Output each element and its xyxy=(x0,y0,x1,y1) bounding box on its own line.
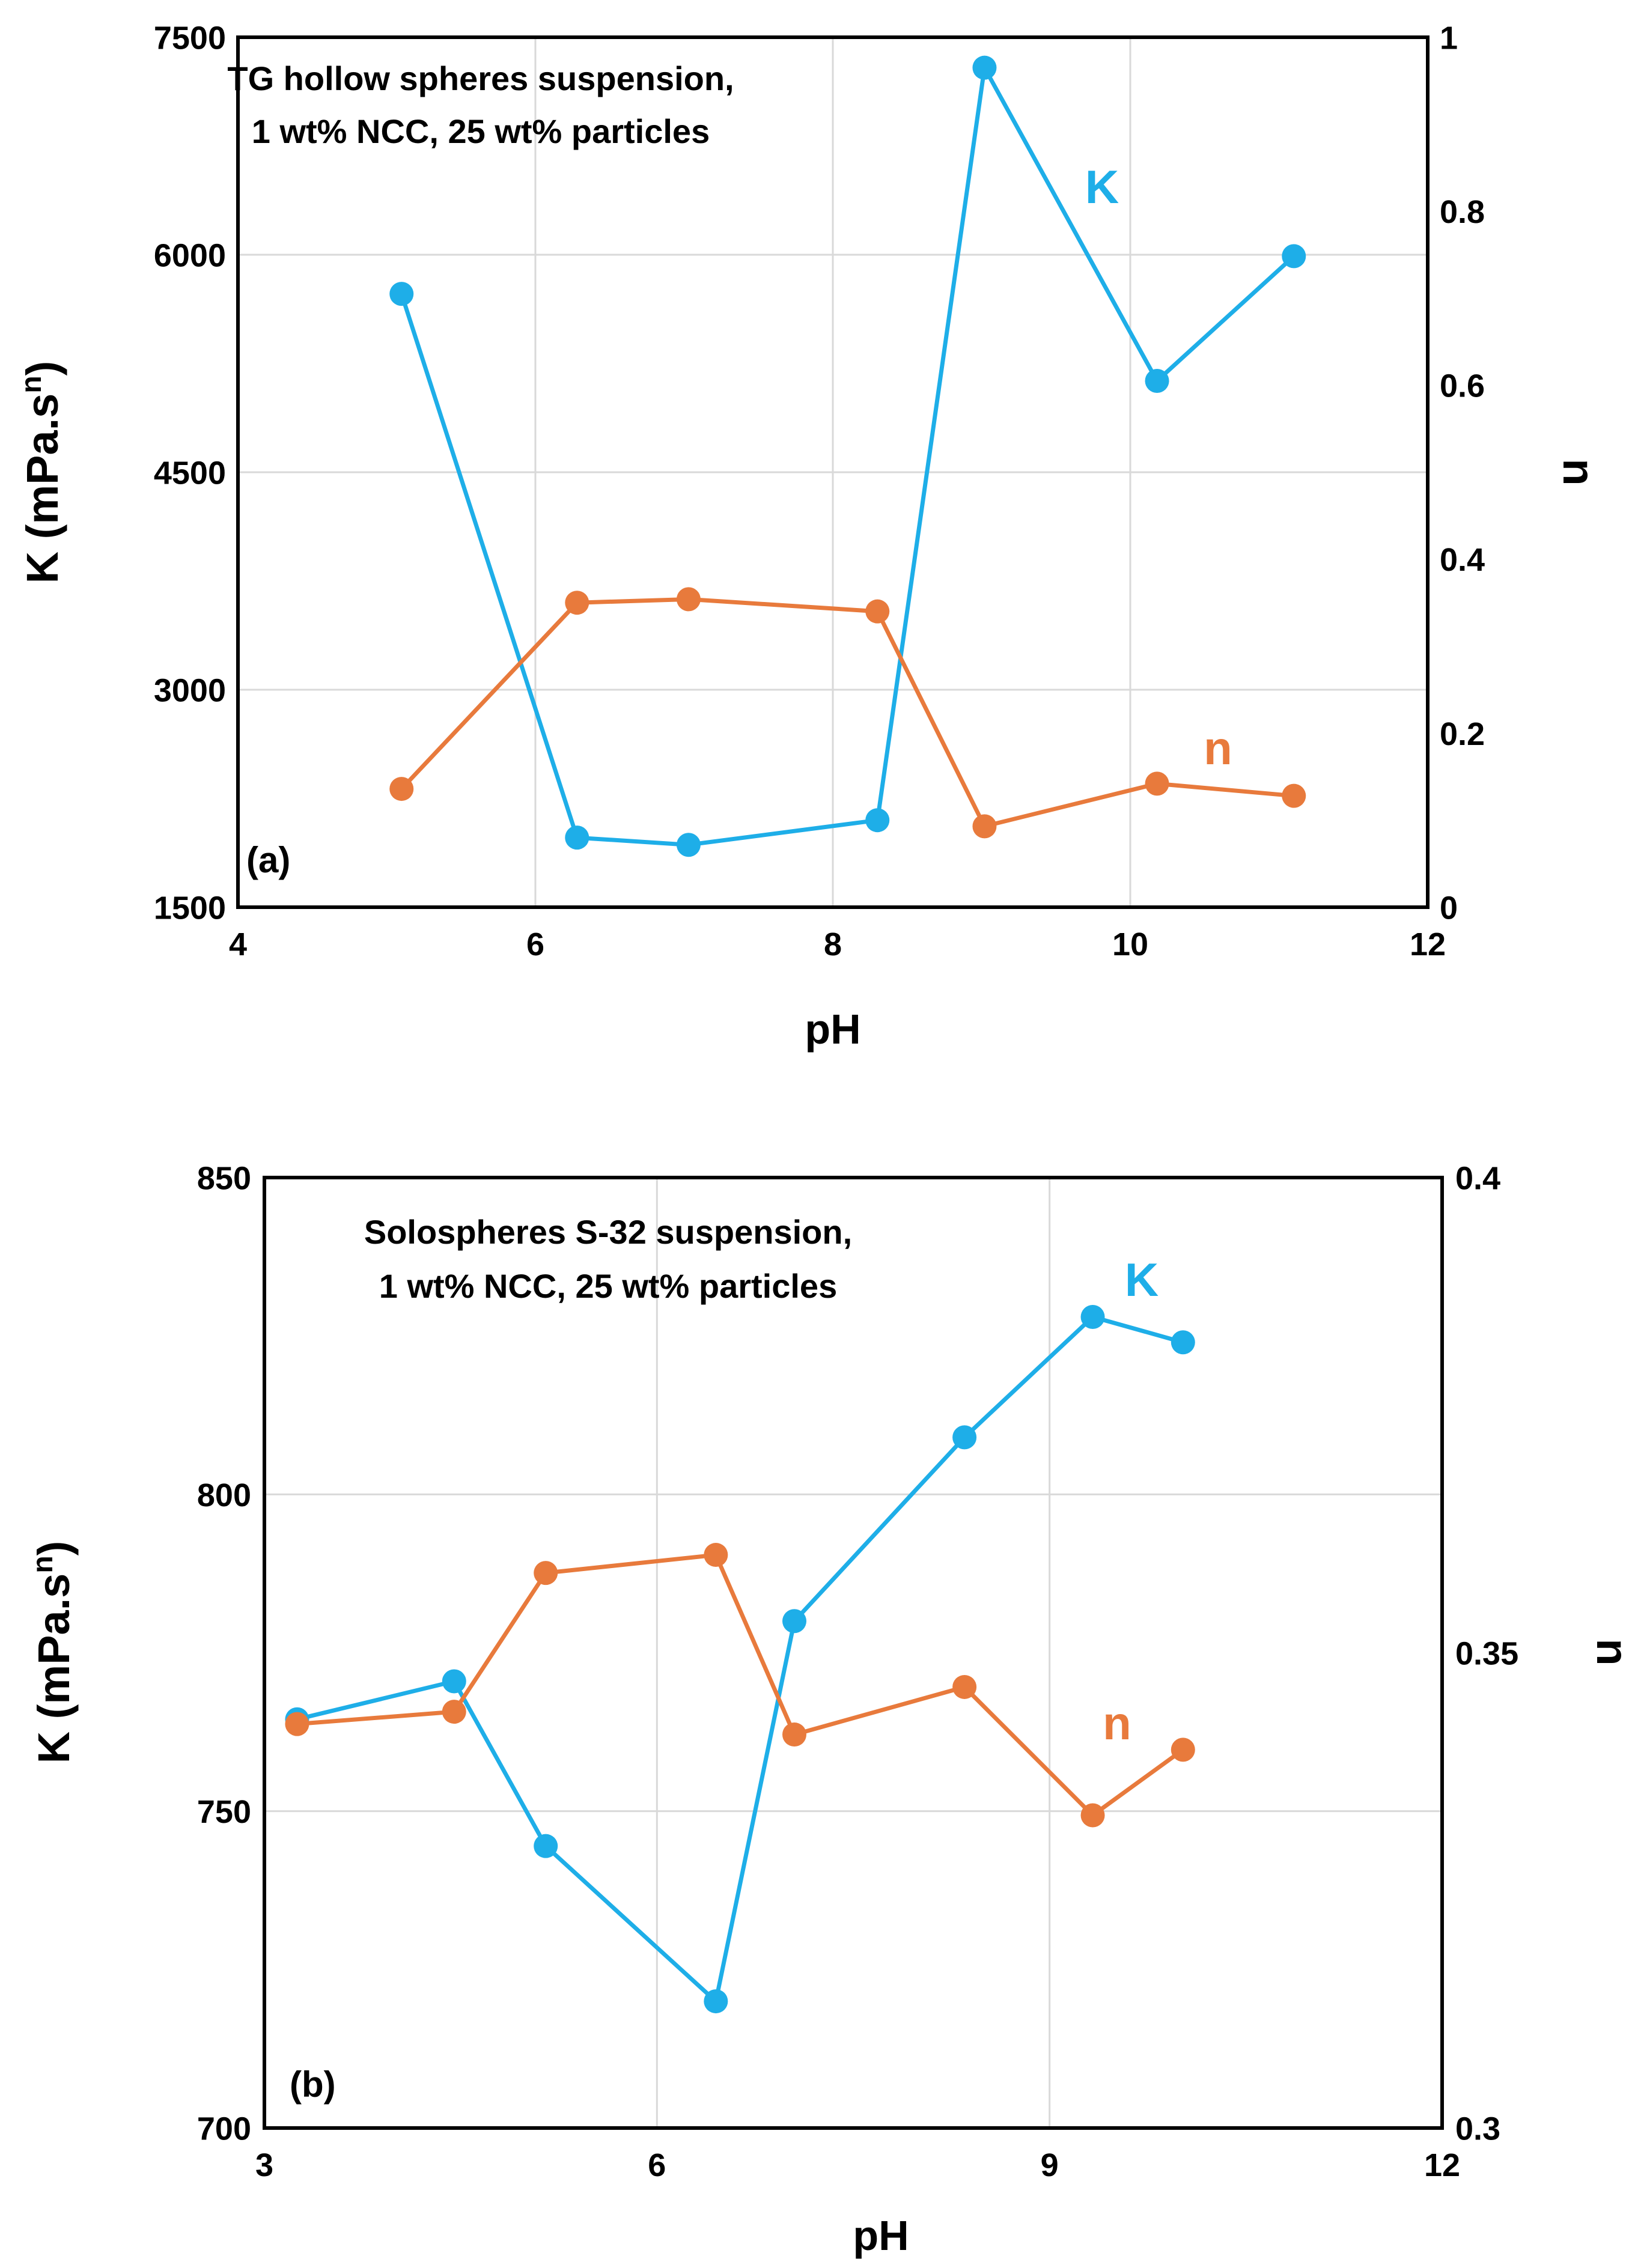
y-axis-label-left-b: K (mPa.sn) xyxy=(27,1541,79,1764)
x-axis-label-b: pH xyxy=(853,2212,909,2259)
data-point-n xyxy=(389,777,414,801)
y-tick-label-right: 0.4 xyxy=(1440,542,1485,578)
gridlines-a xyxy=(238,37,1428,907)
data-point-n xyxy=(534,1561,558,1585)
data-point-n xyxy=(782,1722,806,1747)
data-point-n xyxy=(1080,1803,1105,1828)
data-point-k xyxy=(1171,1330,1195,1355)
data-point-k xyxy=(952,1425,977,1450)
y-tick-label-right: 0.4 xyxy=(1455,1160,1500,1196)
y-axis-label-left-main-a: K (mPa.s xyxy=(17,394,67,584)
x-tick-label: 8 xyxy=(824,926,842,962)
y-tick-label-left: 700 xyxy=(197,2111,251,2147)
y-tick-label-left: 3000 xyxy=(154,672,226,708)
y-tick-label-right: 0.3 xyxy=(1455,2111,1500,2147)
data-point-k xyxy=(1145,368,1169,393)
y-tick-label-right: 1 xyxy=(1440,20,1458,56)
y-tick-label-left: 850 xyxy=(197,1160,251,1196)
annotation-line-2-b: 1 wt% NCC, 25 wt% particles xyxy=(379,1267,837,1305)
data-point-n xyxy=(565,591,589,615)
series-line-n xyxy=(297,1552,1184,1817)
plot-frame-a xyxy=(236,35,1430,909)
x-tick-label: 12 xyxy=(1410,926,1446,962)
series-line-k xyxy=(296,1315,1184,2004)
x-axis-label-a: pH xyxy=(805,1006,860,1053)
y-axis-label-left-sup-b: n xyxy=(27,1555,59,1573)
data-point-k xyxy=(442,1669,466,1694)
tick-labels-b: 3 6 9 12 700 750 800 850 0.3 0.35 0.4 xyxy=(197,1160,1518,2183)
plot-frame-b xyxy=(263,1176,1444,2130)
panel-label-a: (a) xyxy=(246,840,290,880)
data-point-n xyxy=(704,1543,728,1567)
y-tick-label-left: 1500 xyxy=(154,890,226,926)
y-tick-label-left: 800 xyxy=(197,1477,251,1513)
data-point-k xyxy=(704,1989,728,2014)
chart-panel-a: 4 6 8 10 12 1500 3000 4500 6000 7500 0 0.2 0.4 0.6 0.8… xyxy=(16,20,1604,1053)
panel-label-b: (b) xyxy=(290,2064,336,2105)
y-axis-label-left-a: K (mPa.sn) xyxy=(16,361,67,584)
x-tick-label: 9 xyxy=(1041,2147,1059,2183)
data-point-k xyxy=(565,825,589,850)
data-point-n xyxy=(865,599,890,624)
annotation-line-2-a: 1 wt% NCC, 25 wt% particles xyxy=(252,112,710,150)
gridlines-b xyxy=(264,1178,1442,2128)
tick-labels-a: 4 6 8 10 12 1500 3000 4500 6000 7500 0 0.2 0.4 0.6 0.8… xyxy=(154,20,1485,962)
data-point-k xyxy=(865,808,890,833)
y-tick-label-left: 750 xyxy=(197,1794,251,1830)
x-tick-label: 10 xyxy=(1112,926,1148,962)
data-point-k xyxy=(1282,244,1306,269)
series-label-n-a: n xyxy=(1204,722,1232,774)
x-tick-label: 6 xyxy=(648,2147,666,2183)
series-layer-a xyxy=(389,55,1306,857)
data-point-n xyxy=(442,1700,466,1724)
series-label-k-a: K xyxy=(1085,160,1119,213)
y-tick-label-left: 6000 xyxy=(154,237,226,273)
y-tick-label-right: 0.6 xyxy=(1440,368,1485,404)
annotation-line-1-a: TG hollow spheres suspension, xyxy=(227,59,734,97)
data-point-k xyxy=(972,55,997,80)
data-point-n xyxy=(1171,1737,1195,1762)
x-tick-label: 4 xyxy=(229,926,247,962)
y-tick-label-left: 4500 xyxy=(154,455,226,491)
x-tick-label: 6 xyxy=(526,926,544,962)
data-point-n xyxy=(1145,771,1169,796)
data-point-k xyxy=(389,282,414,306)
y-tick-label-left: 7500 xyxy=(154,20,226,56)
y-axis-label-left-main-b: K (mPa.s xyxy=(29,1573,79,1764)
series-label-k-b: K xyxy=(1125,1253,1159,1306)
data-point-k xyxy=(782,1609,806,1634)
series-layer-b xyxy=(285,1305,1195,2014)
x-tick-label: 12 xyxy=(1424,2147,1460,2183)
annotation-line-1-b: Solospheres S-32 suspension, xyxy=(364,1213,852,1251)
x-tick-label: 3 xyxy=(255,2147,273,2183)
data-point-n xyxy=(952,1674,977,1699)
chart-panel-b: 3 6 9 12 700 750 800 850 0.3 0.35 0.4 Solospheres … xyxy=(27,1160,1626,2259)
y-axis-label-left-close-b: ) xyxy=(29,1541,79,1556)
y-tick-label-right: 0 xyxy=(1440,890,1458,926)
y-axis-label-right-b: n xyxy=(1588,1638,1626,1665)
y-tick-label-right: 0.8 xyxy=(1440,194,1485,230)
data-point-n xyxy=(1282,783,1306,808)
y-axis-label-left-close-a: ) xyxy=(17,361,67,376)
data-point-k xyxy=(676,833,701,857)
data-point-n xyxy=(285,1712,309,1736)
series-label-n-b: n xyxy=(1103,1697,1131,1750)
y-tick-label-right: 0.35 xyxy=(1455,1635,1518,1671)
data-point-n xyxy=(972,814,997,839)
data-point-k xyxy=(1080,1305,1105,1330)
y-tick-label-right: 0.2 xyxy=(1440,716,1485,752)
data-point-k xyxy=(534,1834,558,1858)
data-point-n xyxy=(676,587,701,612)
y-axis-label-left-sup-a: n xyxy=(16,375,47,393)
y-axis-label-right-a: n xyxy=(1554,458,1604,485)
